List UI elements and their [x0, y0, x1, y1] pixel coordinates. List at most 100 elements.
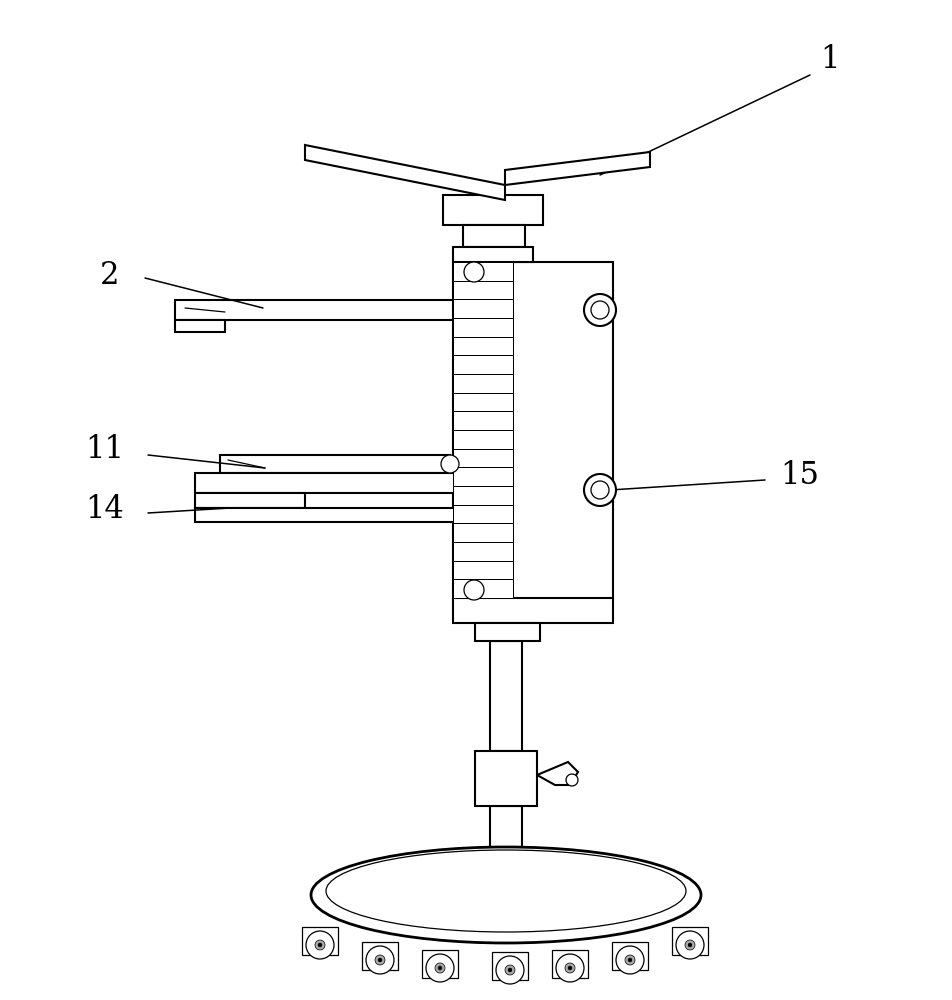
Bar — [453, 374, 483, 393]
Bar — [220, 455, 450, 473]
Bar — [453, 523, 513, 542]
Circle shape — [508, 968, 512, 972]
Circle shape — [438, 966, 442, 970]
Bar — [453, 523, 483, 542]
Circle shape — [464, 580, 484, 600]
Circle shape — [676, 931, 704, 959]
Bar — [453, 355, 483, 374]
Bar — [453, 299, 483, 318]
Circle shape — [375, 955, 385, 965]
Bar — [483, 262, 513, 281]
Bar — [453, 355, 513, 374]
Circle shape — [584, 294, 616, 326]
Circle shape — [441, 455, 459, 473]
Circle shape — [306, 931, 334, 959]
Text: 1: 1 — [821, 44, 840, 76]
Text: 14: 14 — [86, 494, 125, 526]
Bar — [483, 579, 513, 598]
Bar — [483, 542, 513, 561]
Ellipse shape — [311, 847, 701, 943]
Bar — [483, 523, 513, 542]
Text: 15: 15 — [781, 460, 820, 490]
Bar — [195, 508, 465, 522]
Bar — [483, 411, 513, 430]
Circle shape — [378, 958, 382, 962]
Bar — [492, 952, 528, 980]
Circle shape — [505, 965, 515, 975]
Bar — [453, 505, 483, 523]
Bar — [453, 449, 513, 467]
Bar — [453, 355, 513, 374]
Bar — [483, 374, 513, 393]
Circle shape — [315, 940, 325, 950]
Bar — [453, 318, 483, 337]
Bar — [453, 247, 533, 262]
Circle shape — [688, 943, 692, 947]
Bar — [422, 950, 458, 978]
Bar — [453, 299, 513, 318]
Circle shape — [625, 955, 635, 965]
Bar — [612, 942, 648, 970]
Bar — [453, 505, 513, 523]
Bar — [453, 598, 613, 623]
Bar — [483, 337, 513, 355]
Bar — [453, 542, 513, 561]
Circle shape — [566, 774, 578, 786]
Circle shape — [591, 301, 609, 319]
Circle shape — [591, 481, 609, 499]
Bar — [453, 430, 513, 449]
Bar — [483, 299, 513, 318]
Circle shape — [556, 954, 584, 982]
Bar — [483, 467, 513, 486]
Bar — [453, 262, 483, 281]
Bar — [483, 449, 513, 467]
Bar — [475, 751, 537, 806]
Bar — [453, 579, 513, 598]
Bar — [453, 579, 513, 598]
Bar — [475, 623, 540, 641]
Bar — [453, 542, 483, 561]
Bar — [453, 262, 613, 600]
Bar — [453, 411, 513, 430]
Bar — [483, 561, 513, 579]
Bar — [453, 262, 513, 281]
Bar — [483, 393, 513, 411]
Bar — [453, 449, 513, 467]
Bar — [175, 320, 225, 332]
Bar — [453, 523, 513, 542]
Bar — [453, 542, 513, 561]
Circle shape — [565, 963, 575, 973]
Bar — [453, 281, 513, 299]
Circle shape — [366, 946, 394, 974]
Bar — [483, 281, 513, 299]
Bar — [453, 318, 513, 337]
Bar — [483, 486, 513, 505]
Bar — [453, 561, 513, 579]
Bar — [453, 393, 483, 411]
Bar — [463, 225, 525, 247]
Polygon shape — [505, 152, 650, 185]
Bar — [453, 561, 483, 579]
Bar — [453, 430, 513, 449]
Bar — [453, 486, 513, 505]
Bar — [195, 473, 455, 493]
Bar — [453, 374, 513, 393]
Bar — [453, 281, 513, 299]
Bar — [453, 318, 513, 337]
Circle shape — [318, 943, 322, 947]
Circle shape — [435, 963, 445, 973]
Bar — [453, 337, 513, 355]
Polygon shape — [537, 762, 578, 785]
Bar — [453, 393, 513, 411]
Bar — [453, 430, 483, 449]
Bar — [483, 505, 513, 523]
Bar — [453, 467, 483, 486]
Polygon shape — [305, 145, 505, 200]
Circle shape — [426, 954, 454, 982]
Bar — [490, 806, 522, 866]
Circle shape — [568, 966, 572, 970]
Bar — [302, 927, 338, 955]
Bar — [453, 579, 483, 598]
Circle shape — [628, 958, 632, 962]
Circle shape — [616, 946, 644, 974]
